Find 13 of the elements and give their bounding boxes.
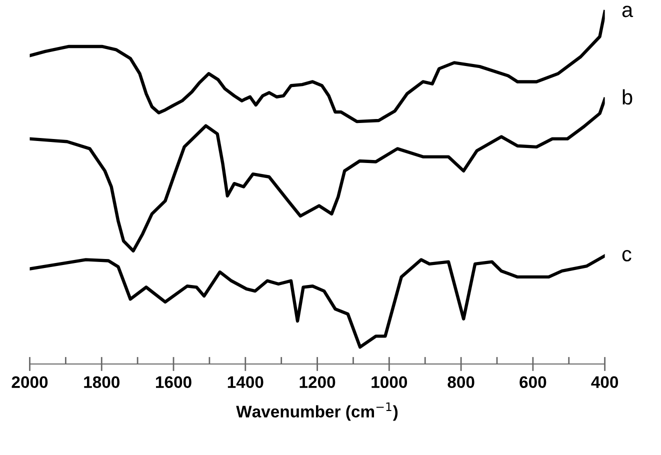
- x-tick-label: 400: [591, 376, 618, 388]
- x-tick-label: 600: [520, 376, 546, 388]
- x-tick-label: 2000: [12, 376, 48, 388]
- series-label: a: [622, 6, 634, 18]
- series-label: c: [622, 250, 632, 262]
- series-label: b: [622, 89, 632, 105]
- x-tick-label: 1000: [372, 376, 408, 388]
- x-tick-label: 1400: [228, 376, 264, 388]
- x-tick-label: 1200: [300, 376, 336, 388]
- x-tick-label: 1600: [156, 376, 192, 388]
- x-tick-label: 1800: [84, 376, 120, 388]
- x-tick-label: 800: [448, 376, 474, 388]
- x-axis-title: Wavenumber (cm$^{−1}$): [236, 402, 398, 421]
